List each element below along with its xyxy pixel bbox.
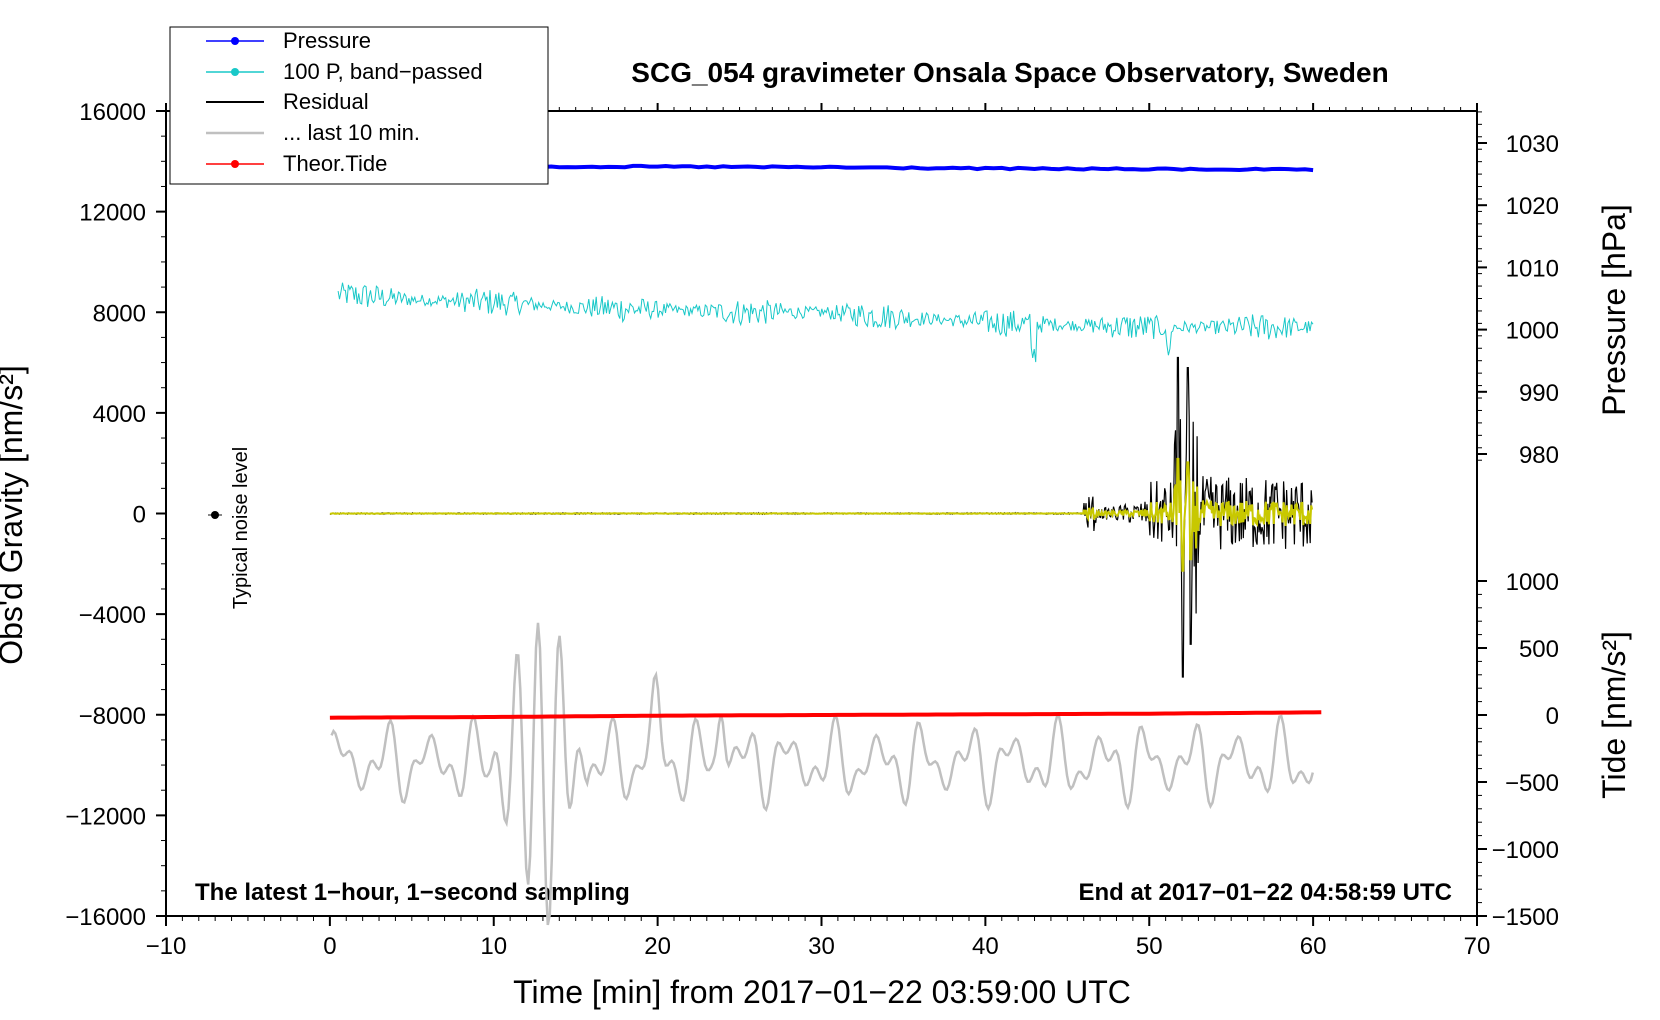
x-tick-label: −10 bbox=[146, 933, 187, 960]
series-layer bbox=[329, 163, 1322, 926]
pressure-tick-label: 980 bbox=[1519, 442, 1559, 469]
residual-series-line bbox=[329, 356, 1313, 678]
x-axis-title: Time [min] from 2017−01−22 03:59:00 UTC bbox=[513, 974, 1131, 1010]
sampling-note: The latest 1−hour, 1−second sampling bbox=[195, 879, 630, 906]
y-left-tick-label: −4000 bbox=[79, 602, 146, 629]
tide-axis-title: Tide [nm/s²] bbox=[1596, 631, 1632, 799]
tide-tick-label: −1000 bbox=[1492, 837, 1559, 864]
y-left-tick-label: −8000 bbox=[79, 703, 146, 730]
tide-tick-label: −500 bbox=[1505, 770, 1559, 797]
chart-title: SCG_054 gravimeter Onsala Space Observat… bbox=[631, 57, 1388, 88]
x-tick-label: 0 bbox=[323, 933, 336, 960]
y-left-tick-label: 12000 bbox=[79, 200, 146, 227]
pressure-tick-label: 1020 bbox=[1506, 193, 1559, 220]
y-left-tick-label: 8000 bbox=[93, 300, 146, 327]
tide-tick-label: 500 bbox=[1519, 636, 1559, 663]
end-time-note: End at 2017−01−22 04:58:59 UTC bbox=[1078, 879, 1452, 906]
legend-marker-tide bbox=[231, 160, 239, 168]
y-axis-left-title: Obs'd Gravity [nm/s²] bbox=[0, 365, 29, 665]
legend: Pressure 100 P, band−passed Residual ...… bbox=[169, 26, 549, 185]
x-tick-label: 60 bbox=[1300, 933, 1327, 960]
x-tick-label: 40 bbox=[972, 933, 999, 960]
y-left-tick-label: 4000 bbox=[93, 401, 146, 428]
legend-label-residual: Residual bbox=[283, 89, 369, 114]
noise-level-label: Typical noise level bbox=[230, 447, 252, 609]
tide-tick-label: −1500 bbox=[1492, 904, 1559, 931]
last10-series-line bbox=[330, 622, 1315, 926]
legend-label-tide: Theor.Tide bbox=[283, 151, 387, 176]
pressure-tick-label: 1030 bbox=[1506, 131, 1559, 158]
pressure-tick-label: 1000 bbox=[1506, 318, 1559, 345]
legend-label-pressure: Pressure bbox=[283, 28, 371, 53]
noise-level-dot bbox=[211, 511, 219, 519]
bandpassed-series-line bbox=[337, 282, 1314, 363]
tide-tick-label: 0 bbox=[1546, 703, 1559, 730]
legend-box bbox=[169, 26, 549, 185]
x-tick-label: 20 bbox=[644, 933, 671, 960]
ticks-layer: −10 0 10 20 30 40 50 60 701600012000800040000−40… bbox=[65, 99, 1559, 960]
y-left-tick-label: −12000 bbox=[65, 803, 146, 830]
legend-label-bandpassed: 100 P, band−passed bbox=[283, 59, 483, 84]
legend-marker-bandpassed bbox=[231, 68, 239, 76]
x-tick-label: 30 bbox=[808, 933, 835, 960]
residual-filtered-line bbox=[329, 457, 1314, 572]
y-left-tick-label: 0 bbox=[133, 502, 146, 529]
tide-tick-label: 1000 bbox=[1506, 569, 1559, 596]
pressure-tick-label: 1010 bbox=[1506, 255, 1559, 282]
legend-label-last10: ... last 10 min. bbox=[283, 120, 420, 145]
pressure-tick-label: 990 bbox=[1519, 380, 1559, 407]
pressure-axis-title: Pressure [hPa] bbox=[1596, 204, 1632, 416]
y-left-tick-label: −16000 bbox=[65, 904, 146, 931]
y-left-tick-label: 16000 bbox=[79, 99, 146, 126]
x-tick-label: 50 bbox=[1136, 933, 1163, 960]
x-tick-label: 10 bbox=[480, 933, 507, 960]
legend-marker-pressure bbox=[231, 37, 239, 45]
tide-series-line bbox=[329, 710, 1322, 720]
x-tick-label: 70 bbox=[1464, 933, 1491, 960]
